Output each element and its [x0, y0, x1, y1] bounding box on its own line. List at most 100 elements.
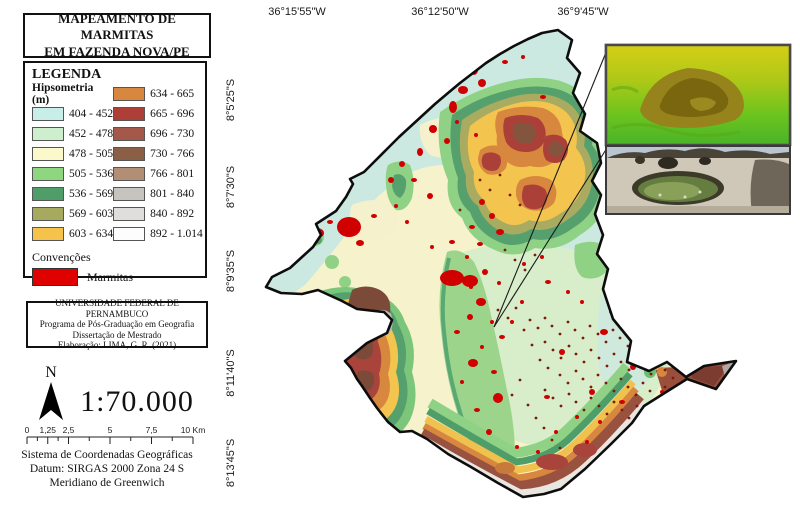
legend-range-label: 478 - 505: [69, 148, 114, 160]
marmita-speck: [518, 203, 522, 207]
marmita-polygon: [600, 329, 608, 335]
marmita-polygon: [399, 161, 405, 167]
legend-row: 840 - 892: [113, 204, 202, 224]
marmita-speck: [656, 360, 660, 364]
marmita-speck: [605, 364, 609, 368]
legend-range-label: 730 - 766: [150, 148, 195, 160]
marmita-speck: [597, 404, 601, 408]
marmita-speck: [550, 438, 554, 442]
legend-range-label: 801 - 840: [150, 188, 195, 200]
marmita-speck: [672, 424, 676, 428]
marmita-speck: [582, 360, 586, 364]
latitude-label: 8°9'35"S: [225, 249, 237, 293]
marmita-speck: [671, 376, 675, 380]
hill-green-dot: [293, 198, 307, 212]
marmita-speck: [567, 392, 571, 396]
legend-swatch: [113, 227, 146, 241]
legend-heading: LEGENDA: [32, 67, 102, 82]
south-rim-brown: [419, 392, 644, 492]
marmitas-swatch: [32, 268, 78, 286]
legend-panel: LEGENDA Hipsometria (m) 404 - 452 452 - 4…: [23, 61, 207, 286]
conventions-list: Marmitas: [32, 266, 201, 288]
marmita-polygon: [411, 178, 417, 182]
legend-swatch: [32, 147, 64, 161]
crs-line2: Datum: SIRGAS 2000 Zona 24 S: [29, 462, 185, 475]
marmita-speck: [670, 393, 674, 397]
scalebar-value: 7,5: [146, 425, 158, 435]
legend-range-label: 452 - 478: [69, 128, 114, 140]
marmita-speck: [530, 343, 534, 347]
marmita-speck: [662, 344, 666, 348]
scalebar-value: 0: [25, 425, 30, 435]
north-label: N: [45, 364, 57, 381]
legend-swatch: [32, 227, 64, 241]
marmita-speck: [611, 328, 615, 332]
legend-column-left: Hipsometria (m) 404 - 452 452 - 478 478 - …: [32, 82, 114, 244]
terrain-cream-patch: [349, 200, 398, 241]
marmita-polygon: [356, 240, 364, 246]
latitude-label: 8°5'25"S: [225, 78, 237, 122]
marmita-speck: [543, 388, 547, 392]
crs-note: Sistema de Coordenadas Geográficas Datum…: [8, 449, 206, 490]
photo-foreground: [607, 206, 789, 213]
legend-range-label: 892 - 1.014: [150, 228, 203, 240]
marmita-speck: [543, 340, 547, 344]
ne-core-brown: [512, 122, 536, 144]
marmitas-layer: [296, 55, 688, 454]
marmita-speck: [633, 332, 637, 336]
inset-dem-view: [604, 43, 792, 147]
marmita-speck: [619, 360, 623, 364]
marmita-polygon: [458, 86, 468, 94]
marmita-polygon: [394, 204, 398, 208]
legend-row: 730 - 766: [113, 144, 202, 164]
marmita-speck: [496, 308, 500, 312]
marmita-speck: [551, 396, 555, 400]
marmita-speck: [663, 385, 667, 389]
legend-range-label: 603 - 634: [69, 228, 114, 240]
legend-row: 603 - 634: [32, 224, 113, 244]
scalebar-value: 10 Km: [181, 425, 206, 435]
marmita-speck: [605, 412, 609, 416]
marmita-polygon: [598, 420, 602, 424]
photo-hole: [699, 157, 711, 165]
legend-row: 801 - 840: [113, 184, 202, 204]
legend-row: 766 - 801: [113, 164, 202, 184]
legend-swatch: [32, 187, 64, 201]
marmita-speck: [574, 400, 578, 404]
marmita-speck: [648, 389, 652, 393]
scalebar-value: 1,25: [39, 425, 56, 435]
south-rim-lightgreen: [427, 362, 631, 459]
legend-swatch: [32, 207, 64, 221]
marmita-speck: [627, 416, 631, 420]
hypsometry-heading: Hipsometria (m): [32, 82, 94, 106]
conventions-heading: Convenções: [32, 250, 91, 264]
marmita-speck: [619, 377, 623, 381]
marmita-polygon: [540, 255, 544, 259]
marmita-polygon: [444, 138, 450, 144]
marmita-speck: [558, 373, 562, 377]
marmita-polygon: [521, 55, 525, 59]
dem-hill-crater: [690, 97, 716, 111]
legend-range-label: 665 - 696: [150, 108, 195, 120]
marmita-speck: [566, 320, 570, 324]
marmita-speck: [518, 378, 522, 382]
marmita-polygon: [491, 370, 497, 374]
ne-core-brick: [481, 152, 501, 171]
marmita-speck: [543, 316, 547, 320]
marmita-speck: [626, 385, 630, 389]
marmita-speck: [649, 372, 653, 376]
marmita-speck: [536, 326, 540, 330]
legend-swatch: [113, 127, 146, 141]
dem-shade: [611, 85, 741, 138]
marmita-speck: [558, 332, 562, 336]
legend-swatch: [113, 87, 146, 101]
marmita-speck: [670, 352, 674, 356]
credits-line3: Dissertação de Mestrado: [72, 329, 162, 340]
map-title-line1: MAPEAMENTO DE MARMITAS: [58, 11, 176, 43]
marmita-speck: [559, 356, 563, 360]
marmita-polygon: [490, 320, 494, 324]
marmita-polygon: [469, 225, 475, 229]
marmita-polygon: [455, 120, 459, 124]
legend-swatch: [113, 107, 146, 121]
